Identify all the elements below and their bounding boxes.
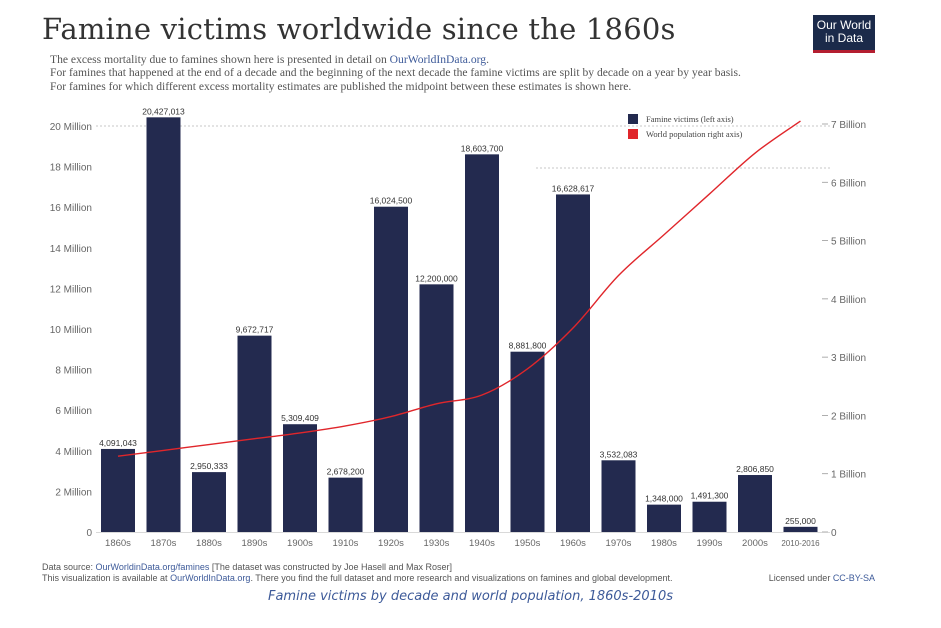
figure-caption: Famine victims by decade and world popul… xyxy=(267,589,673,604)
left-axis-tick-label: 6 Million xyxy=(55,406,92,417)
left-axis-tick-label: 4 Million xyxy=(55,447,92,458)
bar-1920s xyxy=(374,206,408,533)
right-axis-tick-label: 1 Billion xyxy=(831,470,866,481)
owid-logo[interactable]: Our World in Data xyxy=(813,15,875,53)
category-label: 1880s xyxy=(196,538,222,549)
left-axis-tick-label: 2 Million xyxy=(55,487,92,498)
bar-1990s xyxy=(692,501,727,532)
left-axis-tick-label: 10 Million xyxy=(50,325,92,336)
bar-value-label: 1,348,000 xyxy=(645,494,683,504)
bar-value-label: 4,091,043 xyxy=(99,438,137,448)
bar-line-chart: 0 2 Million 4 Million 6 Million 8 Million 10 … xyxy=(50,106,866,549)
legend-swatch-population xyxy=(628,129,638,139)
bar-1940s xyxy=(465,154,499,532)
category-label: 1870s xyxy=(151,538,177,549)
legend-label-famine: Famine victims (left axis) xyxy=(646,114,734,124)
availability-note: This visualization is available at OurWo… xyxy=(42,573,673,583)
category-label: 1910s xyxy=(333,538,359,549)
right-axis-tick-label: 2 Billion xyxy=(831,411,866,422)
logo-line-2: in Data xyxy=(824,31,864,45)
license-link[interactable]: CC-BY-SA xyxy=(832,573,875,583)
category-label: 1940s xyxy=(469,538,495,549)
bar-value-label: 12,200,000 xyxy=(415,273,458,283)
bar-1860s xyxy=(101,448,135,532)
right-axis-tick-label: 7 Billion xyxy=(831,120,866,131)
right-axis-tick-label: 5 Billion xyxy=(831,237,866,248)
subtitle-line-1: The excess mortality due to famines show… xyxy=(50,53,489,66)
bar-value-label: 16,628,617 xyxy=(552,183,595,193)
left-axis-tick-label: 0 xyxy=(86,528,92,539)
bar-1880s xyxy=(192,472,226,532)
bar-1980s xyxy=(647,504,681,532)
category-label: 1860s xyxy=(105,538,131,549)
left-axis-tick-label: 16 Million xyxy=(50,203,92,214)
category-label: 1900s xyxy=(287,538,313,549)
category-label: 1950s xyxy=(515,538,541,549)
category-label: 2010-2016 xyxy=(781,539,820,548)
availability-link[interactable]: OurWorldInData.org xyxy=(170,573,251,583)
bar-value-label: 5,309,409 xyxy=(281,413,319,423)
data-source: Data source: OurWorldinData.org/famines … xyxy=(42,562,452,572)
bar-value-label: 3,532,083 xyxy=(600,449,638,459)
category-label: 1890s xyxy=(242,538,268,549)
category-label: 1990s xyxy=(697,538,723,549)
left-axis-tick-label: 20 Million xyxy=(50,122,92,133)
source-link[interactable]: OurWorldinData.org/famines xyxy=(95,562,210,572)
right-axis-tick-label: 0 xyxy=(831,528,837,539)
bar-value-label: 9,672,717 xyxy=(236,325,274,335)
license: Licensed under CC-BY-SA xyxy=(769,573,875,583)
category-label: 1930s xyxy=(424,538,450,549)
bar-value-label: 255,000 xyxy=(785,516,816,526)
bar-value-label: 2,806,850 xyxy=(736,464,774,474)
bar-value-label: 2,678,200 xyxy=(327,467,365,477)
category-label: 1920s xyxy=(378,538,404,549)
subtitle-line-3: For famines for which different excess m… xyxy=(50,80,632,93)
bar-1950s xyxy=(510,351,545,532)
bar-2000s xyxy=(738,475,772,532)
source-prefix: Data source: xyxy=(42,562,96,572)
right-axis-tick-label: 6 Billion xyxy=(831,178,866,189)
left-axis-tick-label: 14 Million xyxy=(50,244,92,255)
bar-2010-2016 xyxy=(783,526,818,532)
category-label: 1970s xyxy=(606,538,632,549)
logo-line-1: Our World xyxy=(816,18,872,32)
legend-label-population: World population right axis) xyxy=(646,129,743,139)
chart-title: Famine victims worldwide since the 1860s xyxy=(42,12,676,46)
legend-swatch-famine xyxy=(628,114,638,124)
category-label: 1980s xyxy=(651,538,677,549)
bar-1970s xyxy=(601,460,636,532)
bar-1890s xyxy=(237,335,272,532)
availability-rest: . There you find the full dataset and mo… xyxy=(250,573,673,583)
owid-link[interactable]: OurWorldInData.org xyxy=(389,53,487,66)
bar-value-label: 8,881,800 xyxy=(509,341,547,351)
subtitle-end: . xyxy=(486,53,489,66)
world-population-line xyxy=(117,120,801,457)
left-axis-tick-label: 12 Million xyxy=(50,284,92,295)
right-axis-tick-label: 4 Billion xyxy=(831,295,866,306)
category-label: 2000s xyxy=(742,538,768,549)
bar-1910s xyxy=(328,477,363,532)
subtitle-line-2: For famines that happened at the end of … xyxy=(50,66,741,79)
bar-1870s xyxy=(146,117,181,532)
left-axis-tick-label: 18 Million xyxy=(50,163,92,174)
bar-value-label: 20,427,013 xyxy=(142,106,185,116)
right-axis-tick-label: 3 Billion xyxy=(831,353,866,364)
bar-value-label: 2,950,333 xyxy=(190,461,228,471)
bar-value-label: 16,024,500 xyxy=(370,196,413,206)
bar-value-label: 1,491,300 xyxy=(691,491,729,501)
category-label: 1960s xyxy=(560,538,586,549)
subtitle-text: The excess mortality due to famines show… xyxy=(50,53,390,66)
license-prefix: Licensed under xyxy=(768,573,833,583)
left-axis-tick-label: 8 Million xyxy=(55,366,92,377)
source-rest: [The dataset was constructed by Joe Hase… xyxy=(209,562,453,572)
bar-value-label: 18,603,700 xyxy=(461,143,504,153)
availability-prefix: This visualization is available at xyxy=(42,573,171,583)
bar-1960s xyxy=(556,194,590,532)
bar-1930s xyxy=(419,284,454,532)
bar-1900s xyxy=(283,424,317,532)
